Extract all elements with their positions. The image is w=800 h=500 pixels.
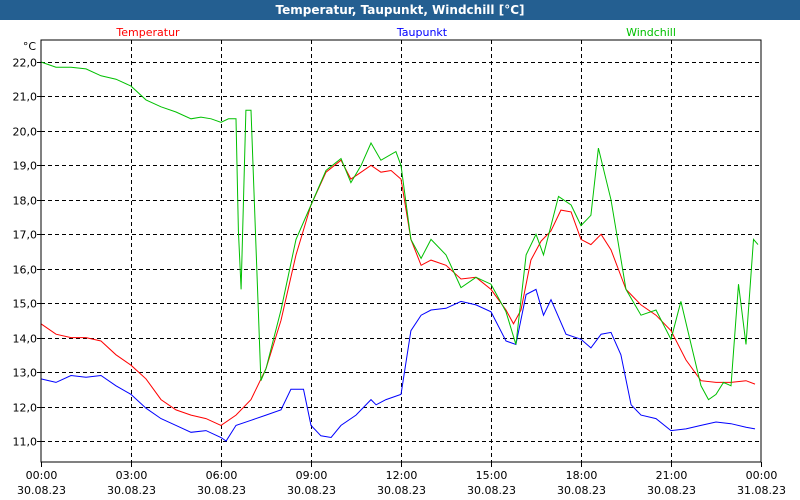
x-tick-date: 30.08.23 [197,484,246,497]
x-tick-time: 03:00 [116,469,148,482]
x-tick-time: 21:00 [656,469,688,482]
x-tick-time: 09:00 [296,469,328,482]
y-tick-label: 22,0 [13,57,38,70]
y-tick-label: 12,0 [13,402,38,415]
x-tick-date: 30.08.23 [17,484,66,497]
x-tick-time: 06:00 [206,469,238,482]
y-tick-label: 21,0 [13,91,38,104]
legend-windchill: Windchill [626,26,676,39]
x-tick-time: 18:00 [566,469,598,482]
x-tick-date: 30.08.23 [557,484,606,497]
x-tick-time: 15:00 [476,469,508,482]
y-tick-label: 16,0 [13,264,38,277]
x-tick-time: 00:00 [746,469,778,482]
x-tick-date: 30.08.23 [287,484,336,497]
series-line-temperatur [40,159,756,426]
series-line-windchill [40,61,759,401]
x-tick-time: 00:00 [26,469,58,482]
x-tick-date: 30.08.23 [107,484,156,497]
y-axis-unit: °C [23,40,37,53]
y-tick-label: 17,0 [13,229,38,242]
y-tick-label: 11,0 [13,436,38,449]
series-lines [40,61,759,442]
y-tick-label: 13,0 [13,367,38,380]
x-tick-date: 31.08.23 [737,484,786,497]
x-tick-time: 12:00 [386,469,418,482]
x-tick-date: 30.08.23 [647,484,696,497]
y-tick-label: 18,0 [13,195,38,208]
x-tick-date: 30.08.23 [377,484,426,497]
plot-frame [40,39,762,463]
legend-temperatur: Temperatur [115,26,180,39]
y-tick-label: 15,0 [13,298,38,311]
y-tick-label: 19,0 [13,160,38,173]
grid [37,40,762,467]
chart-title: Temperatur, Taupunkt, Windchill [°C] [0,0,800,20]
y-tick-label: 14,0 [13,333,38,346]
series-line-taupunkt [40,288,756,442]
axis-labels: 11,0 12,0 13,0 14,0 15,0 16,0 17,0 18,0 19,0 20,0… [13,26,786,497]
x-tick-date: 30.08.23 [467,484,516,497]
legend-taupunkt: Taupunkt [396,26,448,39]
y-tick-label: 20,0 [13,126,38,139]
